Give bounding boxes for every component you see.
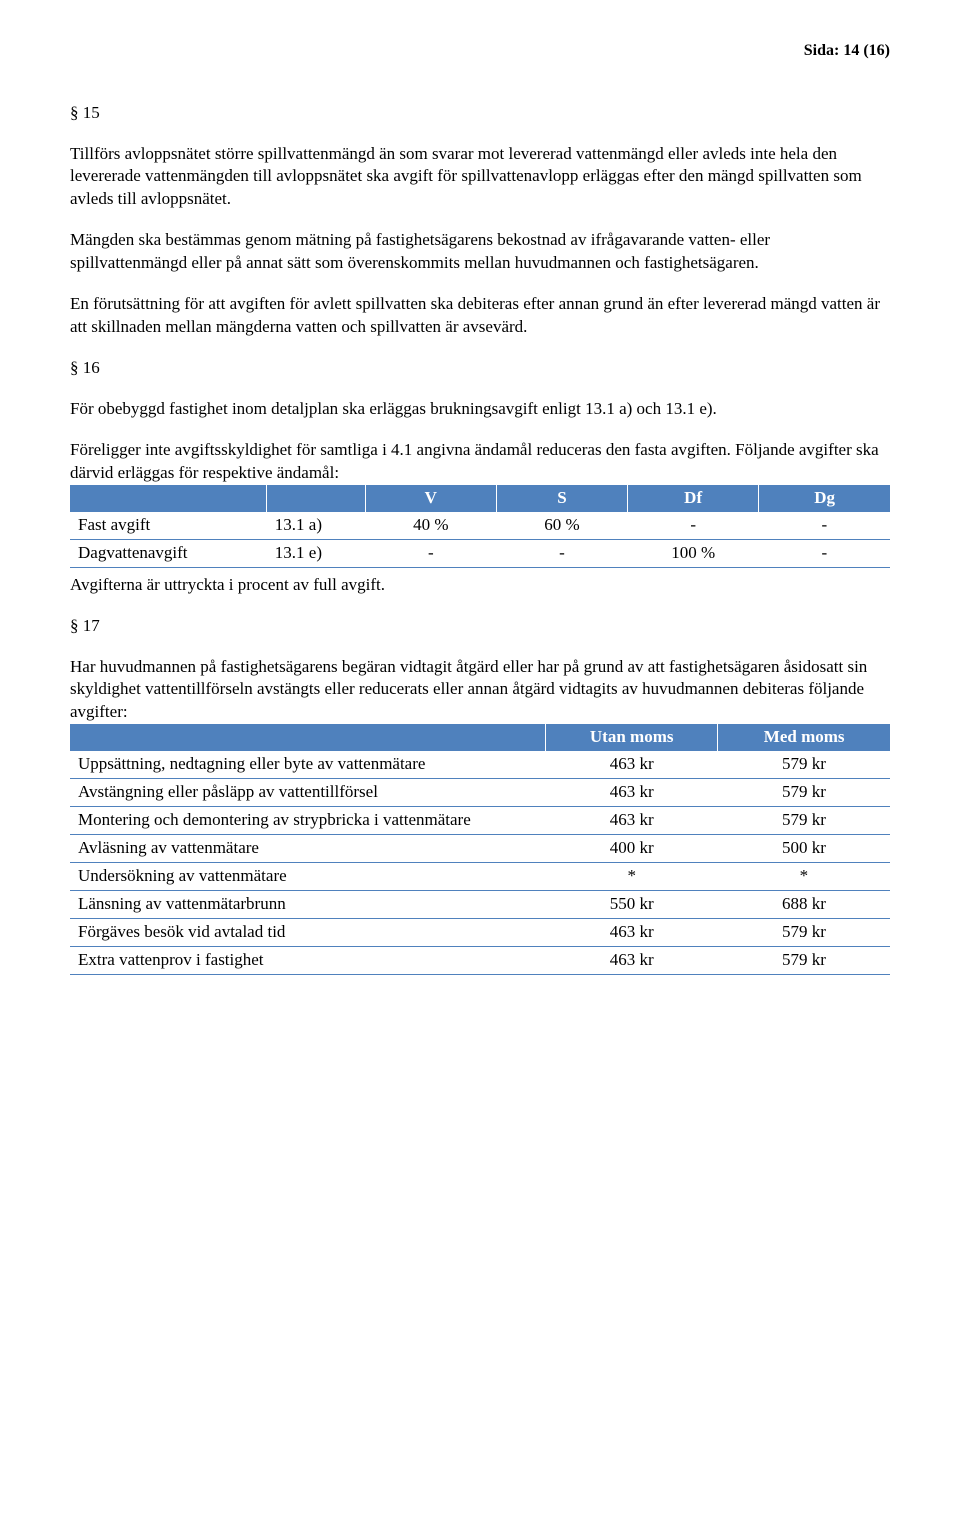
table-row: Uppsättning, nedtagning eller byte av va… <box>70 751 890 778</box>
t1r0c2: 40 % <box>365 512 496 539</box>
table-row: Undersökning av vattenmätare * * <box>70 863 890 891</box>
t2r4c2: * <box>718 863 890 891</box>
t2r1c2: 579 kr <box>718 779 890 807</box>
t2r2c2: 579 kr <box>718 807 890 835</box>
t1r0c5: - <box>759 512 890 539</box>
th2-utan: Utan moms <box>546 724 718 751</box>
t2r4c0: Undersökning av vattenmätare <box>70 863 546 891</box>
table-reduction: V S Df Dg Fast avgift 13.1 a) 40 % 60 % … <box>70 485 890 568</box>
th-s: S <box>496 485 627 512</box>
t2r0c1: 463 kr <box>546 751 718 778</box>
th-df: Df <box>628 485 759 512</box>
table-row: Montering och demontering av strypbricka… <box>70 807 890 835</box>
s16-p1: För obebyggd fastighet inom detaljplan s… <box>70 398 890 421</box>
t2r2c0: Montering och demontering av strypbricka… <box>70 807 546 835</box>
th-blank1 <box>70 485 267 512</box>
s15-p1: Tillförs avloppsnätet större spillvatten… <box>70 143 890 212</box>
t1r1c5: - <box>759 539 890 567</box>
t1r1c4: 100 % <box>628 539 759 567</box>
th-v: V <box>365 485 496 512</box>
t1r0c3: 60 % <box>496 512 627 539</box>
t2r1c1: 463 kr <box>546 779 718 807</box>
t1r1c3: - <box>496 539 627 567</box>
table-row: Avstängning eller påsläpp av vattentillf… <box>70 779 890 807</box>
t1r1c1: 13.1 e) <box>267 539 365 567</box>
table2-header-row: Utan moms Med moms <box>70 724 890 751</box>
table-row: Fast avgift 13.1 a) 40 % 60 % - - <box>70 512 890 539</box>
t2r7c2: 579 kr <box>718 946 890 974</box>
table1-header-row: V S Df Dg <box>70 485 890 512</box>
t1r1c0: Dagvattenavgift <box>70 539 267 567</box>
t2r5c1: 550 kr <box>546 890 718 918</box>
t2r6c2: 579 kr <box>718 918 890 946</box>
table-row: Extra vattenprov i fastighet 463 kr 579 … <box>70 946 890 974</box>
t1r0c1: 13.1 a) <box>267 512 365 539</box>
t2r2c1: 463 kr <box>546 807 718 835</box>
t2r5c2: 688 kr <box>718 890 890 918</box>
t2r4c1: * <box>546 863 718 891</box>
t1r0c4: - <box>628 512 759 539</box>
page-number: Sida: 14 (16) <box>70 40 890 62</box>
t2r7c1: 463 kr <box>546 946 718 974</box>
s17-p1: Har huvudmannen på fastighetsägarens beg… <box>70 656 890 725</box>
section-16-num: § 16 <box>70 357 890 380</box>
table-fees: Utan moms Med moms Uppsättning, nedtagni… <box>70 724 890 974</box>
t1r1c2: - <box>365 539 496 567</box>
section-17-num: § 17 <box>70 615 890 638</box>
t1r0c0: Fast avgift <box>70 512 267 539</box>
t2r6c1: 463 kr <box>546 918 718 946</box>
th2-blank <box>70 724 546 751</box>
section-15-num: § 15 <box>70 102 890 125</box>
table-row: Länsning av vattenmätarbrunn 550 kr 688 … <box>70 890 890 918</box>
t2r3c2: 500 kr <box>718 835 890 863</box>
s16-after: Avgifterna är uttryckta i procent av ful… <box>70 574 890 597</box>
table-row: Dagvattenavgift 13.1 e) - - 100 % - <box>70 539 890 567</box>
s15-p3: En förutsättning för att avgiften för av… <box>70 293 890 339</box>
t2r1c0: Avstängning eller påsläpp av vattentillf… <box>70 779 546 807</box>
t2r7c0: Extra vattenprov i fastighet <box>70 946 546 974</box>
s16-p2: Föreligger inte avgiftsskyldighet för sa… <box>70 439 890 485</box>
t2r5c0: Länsning av vattenmätarbrunn <box>70 890 546 918</box>
t2r3c0: Avläsning av vattenmätare <box>70 835 546 863</box>
t2r0c0: Uppsättning, nedtagning eller byte av va… <box>70 751 546 778</box>
t2r6c0: Förgäves besök vid avtalad tid <box>70 918 546 946</box>
th2-med: Med moms <box>718 724 890 751</box>
table-row: Avläsning av vattenmätare 400 kr 500 kr <box>70 835 890 863</box>
t2r3c1: 400 kr <box>546 835 718 863</box>
th-dg: Dg <box>759 485 890 512</box>
th-blank2 <box>267 485 365 512</box>
table-row: Förgäves besök vid avtalad tid 463 kr 57… <box>70 918 890 946</box>
s15-p2: Mängden ska bestämmas genom mätning på f… <box>70 229 890 275</box>
t2r0c2: 579 kr <box>718 751 890 778</box>
